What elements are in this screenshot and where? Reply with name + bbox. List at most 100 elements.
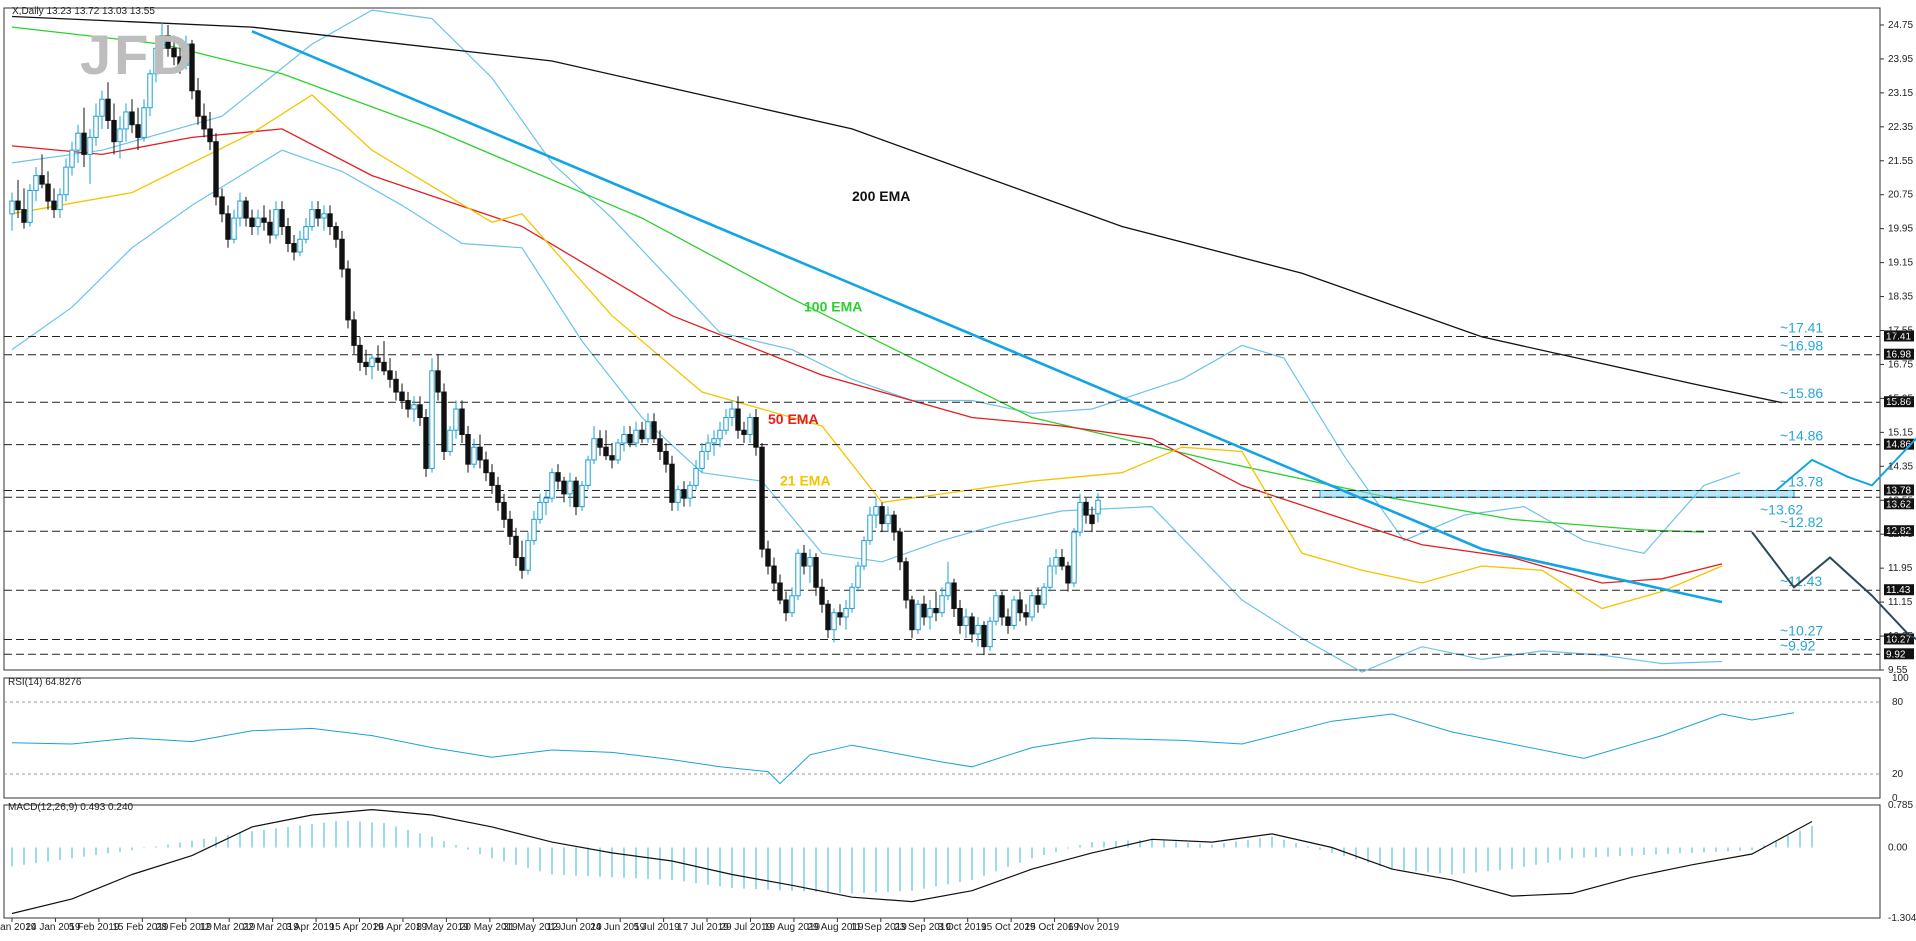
candle-body [945, 582, 951, 597]
grid-layer [3, 7, 1881, 919]
candle-body [57, 194, 63, 211]
jfd-logo: JFD [80, 23, 195, 86]
candle-body [687, 484, 693, 499]
candle-body [795, 552, 801, 597]
x-tick-label: 26 Apr 2019 [373, 922, 427, 933]
candle-body [345, 268, 351, 321]
candle-body [471, 446, 477, 465]
y-tick-label: 20.75 [1888, 190, 1913, 201]
candle-body [603, 446, 609, 457]
candle-body [147, 73, 153, 109]
candle-body [993, 595, 999, 622]
candle-body [903, 561, 909, 601]
candle-body [717, 429, 723, 440]
candle-body [405, 400, 411, 410]
candle-body [675, 489, 681, 503]
candle-body [753, 417, 759, 448]
candle-body [111, 119, 117, 143]
candle-body [915, 603, 921, 631]
candle-body [555, 472, 561, 482]
macd-panel-frame [3, 804, 1881, 919]
candle-body [765, 548, 771, 567]
x-tick-label: 31 May 2019 [503, 922, 561, 933]
level-axis-tag-text: 9.92 [1886, 649, 1906, 660]
candle-body [843, 607, 849, 618]
candle-body [153, 47, 159, 75]
price-panel-frame [3, 7, 1881, 671]
candle-body [561, 480, 567, 495]
candle-body [783, 599, 789, 614]
candle-body [309, 209, 315, 228]
candle-body [849, 586, 855, 609]
level-axis-tag [1884, 438, 1914, 450]
candle-body [885, 514, 891, 525]
level-axis-tag [1884, 633, 1914, 645]
level-label: ~13.62 [1760, 501, 1803, 517]
candle-body [639, 429, 645, 440]
candle-body [351, 319, 357, 346]
candle-body [939, 595, 945, 614]
rsi-line [11, 712, 1795, 785]
x-tick-label: 3 Oct 2019 [938, 922, 987, 933]
bullish-projection [1775, 437, 1916, 492]
candle-body [441, 391, 447, 452]
candle-body [237, 200, 243, 219]
y-tick-label: 15.15 [1888, 427, 1913, 438]
candle-body [1011, 599, 1017, 626]
candle-body [921, 603, 927, 618]
candle-body [669, 463, 675, 503]
ema-label-ema21: 21 EMA [780, 472, 831, 488]
level-axis-tag-text: 10.27 [1886, 634, 1911, 645]
rsi-panel-frame [3, 677, 1881, 799]
y-tick-label: 12.75 [1888, 529, 1913, 540]
macd-tick-label: 0.00 [1888, 842, 1908, 853]
rsi-layer: 100 80 20 0 [4, 673, 1909, 804]
y-tick-label: 11.15 [1888, 597, 1913, 608]
candle-body [249, 217, 255, 228]
y-tick-label: 11.95 [1888, 563, 1913, 574]
x-tick-label: 8 May 2019 [416, 922, 469, 933]
bollinger-upper [11, 9, 1741, 554]
candle-body [807, 557, 813, 567]
candle-body [447, 429, 453, 452]
candle-body [45, 183, 51, 202]
y-tick-label: 23.95 [1888, 54, 1913, 65]
candle-body [531, 518, 537, 542]
x-tick-label: 24 Jun 2019 [590, 922, 645, 933]
level-axis-tag [1884, 584, 1914, 596]
candle-body [453, 408, 459, 431]
candle-body [681, 489, 687, 499]
candle-body [261, 217, 267, 223]
candle-body [381, 361, 387, 372]
level-label: ~15.86 [1780, 385, 1823, 401]
candle-body [1089, 514, 1095, 525]
candle-body [189, 43, 195, 92]
candle-body [1047, 565, 1053, 588]
level-label: ~12.82 [1780, 514, 1823, 530]
candle-body [537, 501, 543, 520]
candles-layer [9, 22, 1101, 656]
candle-body [225, 213, 231, 240]
resistance-zone [1319, 489, 1795, 498]
candle-body [201, 115, 207, 130]
candle-body [363, 361, 369, 368]
candle-body [105, 98, 111, 121]
candle-body [1005, 616, 1011, 626]
x-tick-label: 19 Aug 2019 [764, 922, 821, 933]
candle-body [171, 47, 177, 58]
candle-body [285, 226, 291, 245]
candle-body [693, 467, 699, 486]
candle-body [933, 607, 939, 614]
candle-body [627, 433, 633, 444]
main-header: X,Daily 13.23 13.72 13.03 13.55 [12, 6, 155, 17]
x-tick-label: 15 Feb 2019 [112, 922, 169, 933]
ema-label-ema50: 50 EMA [768, 411, 819, 427]
candle-body [861, 540, 867, 567]
macd-tick-label: -1.304 [1888, 913, 1916, 924]
candle-body [1095, 499, 1101, 515]
candle-body [699, 450, 705, 469]
candle-body [93, 115, 99, 138]
x-tick-label: 28 Feb 2019 [156, 922, 213, 933]
candle-body [339, 238, 345, 270]
